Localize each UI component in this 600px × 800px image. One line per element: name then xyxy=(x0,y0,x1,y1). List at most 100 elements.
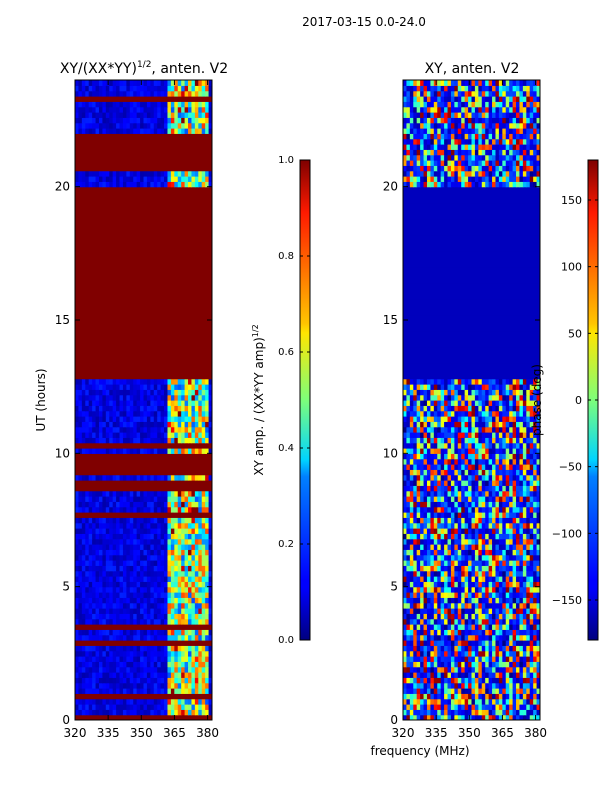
left-colorbar: 0.00.20.40.60.81.0 XY amp. / (XX*YY amp)… xyxy=(251,155,311,646)
heatmap-cell xyxy=(146,565,151,572)
heatmap-cell xyxy=(78,554,83,561)
heatmap-cell xyxy=(437,490,442,497)
heatmap-cell xyxy=(164,549,169,556)
heatmap-cell xyxy=(129,565,134,572)
heatmap-cell xyxy=(492,608,497,614)
heatmap-cell xyxy=(519,608,524,614)
heatmap-cell xyxy=(188,528,193,534)
heatmap-cell xyxy=(95,549,100,556)
heatmap-cell xyxy=(75,325,212,332)
heatmap-cell xyxy=(126,576,131,582)
heatmap-cell xyxy=(112,405,117,412)
heatmap-cell xyxy=(181,496,186,502)
heatmap-cell xyxy=(170,410,175,417)
heatmap-cell xyxy=(509,485,514,492)
heatmap-cell xyxy=(102,586,107,593)
heatmap-cell xyxy=(423,645,428,652)
heatmap-cell xyxy=(133,122,138,129)
heatmap-cell xyxy=(481,650,486,657)
heatmap-cell xyxy=(433,485,438,492)
heatmap-cell xyxy=(129,389,134,396)
left-plot-frame xyxy=(74,79,213,721)
heatmap-cell xyxy=(157,597,162,604)
heatmap-cell xyxy=(194,650,199,657)
heatmap-cell xyxy=(519,618,524,625)
heatmap-cell xyxy=(437,501,442,508)
heatmap-cell xyxy=(519,714,524,720)
heatmap-cell xyxy=(471,469,476,476)
heatmap-cell xyxy=(140,650,145,657)
heatmap-cell xyxy=(205,490,210,497)
heatmap-cell xyxy=(191,650,196,657)
heatmap-cell xyxy=(136,400,141,406)
heatmap-cell xyxy=(164,112,169,118)
heatmap-cell xyxy=(160,597,165,604)
heatmap-cell xyxy=(129,410,134,417)
heatmap-cell xyxy=(140,672,145,678)
heatmap-cell xyxy=(116,421,121,428)
heatmap-cell xyxy=(198,101,203,108)
heatmap-cell xyxy=(184,570,189,577)
heatmap-cell xyxy=(461,570,466,577)
heatmap-cell xyxy=(468,613,473,620)
heatmap-cell xyxy=(461,586,466,593)
heatmap-cell xyxy=(143,528,148,534)
heatmap-cell xyxy=(416,474,421,481)
heatmap-cell xyxy=(150,490,155,497)
heatmap-cell xyxy=(198,522,203,529)
heatmap-cell xyxy=(468,640,473,646)
heatmap-cell xyxy=(78,181,83,188)
heatmap-cell xyxy=(498,672,503,678)
heatmap-cell xyxy=(420,442,425,449)
heatmap-cell xyxy=(143,176,148,182)
heatmap-cell xyxy=(423,544,428,550)
heatmap-cell xyxy=(75,362,212,369)
heatmap-cell xyxy=(102,629,107,636)
heatmap-cell xyxy=(461,645,466,652)
heatmap-cell xyxy=(140,549,145,556)
heatmap-cell xyxy=(485,634,490,641)
heatmap-cell xyxy=(157,106,162,113)
heatmap-cell xyxy=(492,528,497,534)
heatmap-cell xyxy=(522,554,527,561)
heatmap-cell xyxy=(450,554,455,561)
heatmap-cell xyxy=(119,602,124,609)
heatmap-cell xyxy=(191,709,196,716)
heatmap-cell xyxy=(409,485,414,492)
heatmap-cell xyxy=(126,421,131,428)
heatmap-cell xyxy=(208,496,212,502)
heatmap-cell xyxy=(95,704,100,710)
heatmap-cell xyxy=(112,506,117,513)
heatmap-cell xyxy=(102,378,107,385)
heatmap-cell xyxy=(198,112,203,118)
heatmap-cell xyxy=(116,426,121,433)
heatmap-cell xyxy=(420,624,425,630)
heatmap-cell xyxy=(519,544,524,550)
heatmap-cell xyxy=(450,693,455,700)
heatmap-cell xyxy=(509,656,514,662)
heatmap-cell xyxy=(468,645,473,652)
heatmap-cell xyxy=(188,432,193,438)
heatmap-cell xyxy=(526,597,531,604)
heatmap-cell xyxy=(498,442,503,449)
heatmap-cell xyxy=(140,528,145,534)
heatmap-cell xyxy=(122,608,127,614)
heatmap-cell xyxy=(160,405,165,412)
heatmap-cell xyxy=(191,517,196,524)
heatmap-cell xyxy=(416,661,421,668)
heatmap-cell xyxy=(177,570,182,577)
heatmap-cell xyxy=(88,106,93,113)
heatmap-cell xyxy=(153,117,158,124)
heatmap-cell xyxy=(512,602,517,609)
heatmap-cell xyxy=(188,650,193,657)
heatmap-cell xyxy=(519,442,524,449)
heatmap-cell xyxy=(126,581,131,588)
heatmap-cell xyxy=(188,448,193,454)
heatmap-cell xyxy=(444,602,449,609)
heatmap-cell xyxy=(468,501,473,508)
heatmap-cell xyxy=(133,112,138,118)
heatmap-cell xyxy=(423,597,428,604)
heatmap-cell xyxy=(140,522,145,529)
heatmap-cell xyxy=(433,661,438,668)
left-heatmap xyxy=(75,80,212,720)
